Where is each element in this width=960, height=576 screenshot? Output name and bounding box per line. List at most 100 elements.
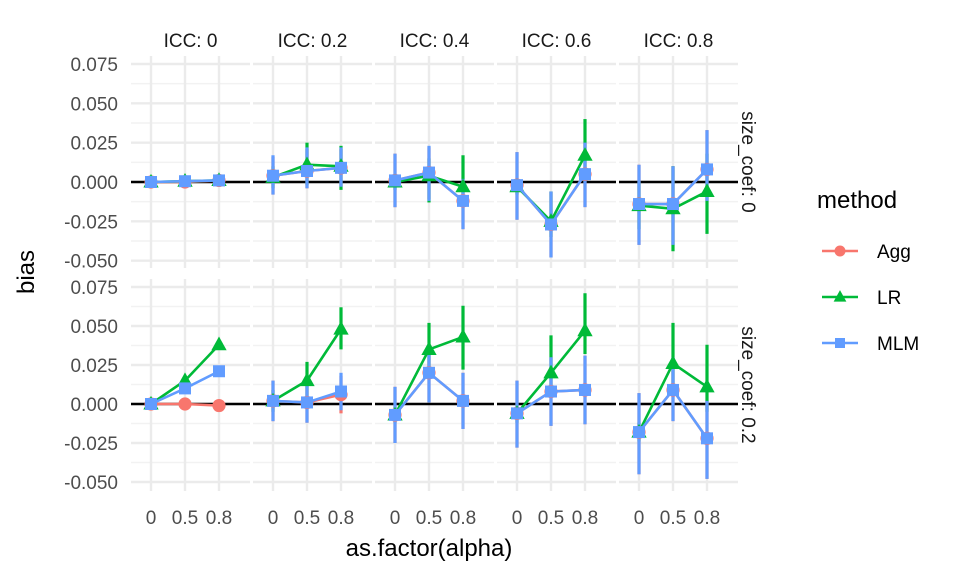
panel-0-1 [265, 142, 349, 195]
data-point-lr [543, 364, 559, 379]
y-tick-label: 0.050 [70, 317, 118, 338]
x-tick-label: 0 [390, 508, 401, 529]
data-point-agg [212, 398, 226, 413]
data-point-mlm [633, 426, 645, 439]
data-point-mlm [423, 166, 435, 179]
data-point-mlm [213, 365, 225, 378]
row-strip-label: size_coef: 0.2 [737, 326, 758, 443]
column-strip-label: ICC: 0.8 [644, 31, 714, 52]
legend: method Agg LR MLM [817, 187, 919, 355]
data-point-mlm [457, 194, 469, 207]
x-tick-label: 0.8 [572, 508, 598, 529]
column-strip-label: ICC: 0.4 [400, 31, 470, 52]
data-point-mlm [179, 382, 191, 395]
legend-title: method [817, 187, 897, 214]
legend-item-agg: Agg [822, 242, 911, 263]
x-axis-title: as.factor(alpha) [346, 535, 513, 562]
data-point-mlm [701, 163, 713, 176]
legend-key-marker [834, 245, 846, 257]
x-tick-label: 0 [146, 508, 157, 529]
y-tick-label: 0.075 [70, 55, 118, 76]
y-tick-label: 0.000 [70, 173, 118, 194]
data-point-mlm [335, 385, 347, 398]
gridlines [131, 56, 738, 491]
y-tick-label: -0.025 [64, 212, 118, 233]
data-point-mlm [145, 398, 157, 410]
data-point-mlm [267, 394, 279, 407]
x-tick-label: 0.5 [538, 508, 564, 529]
y-tick-label: 0.000 [70, 395, 118, 416]
panel-1-1 [265, 307, 349, 423]
y-axis-title: bias [13, 250, 40, 294]
data-point-lr [299, 372, 315, 387]
data-point-mlm [423, 366, 435, 379]
data-point-agg [178, 397, 192, 411]
legend-key-marker [833, 290, 847, 302]
data-point-mlm [335, 161, 347, 174]
panel-0-2 [387, 145, 471, 230]
panel-1-4 [631, 322, 715, 479]
x-tick-label: 0.5 [416, 508, 442, 529]
x-tick-label: 0.5 [660, 508, 686, 529]
x-tick-label: 0 [512, 508, 523, 529]
x-tick-label: 0.8 [206, 508, 232, 529]
data-point-mlm [301, 164, 313, 177]
y-tick-label: 0.075 [70, 278, 118, 299]
panel-0-3 [509, 119, 593, 258]
y-tick-label: -0.050 [64, 252, 118, 273]
data-point-lr [455, 328, 471, 343]
data-point-lr [665, 355, 681, 369]
data-point-mlm [667, 383, 679, 396]
column-strip-label: ICC: 0.2 [278, 31, 348, 52]
data-point-mlm [389, 408, 401, 421]
data-point-mlm [389, 174, 401, 187]
column-strip-label: ICC: 0 [164, 31, 218, 52]
facet-strips: ICC: 0 ICC: 0.2 ICC: 0.4 ICC: 0.6 ICC: 0.8 si… [164, 31, 758, 444]
data-point-lr [699, 183, 715, 197]
y-tick-label: -0.025 [64, 434, 118, 455]
panel-0-0 [143, 172, 227, 189]
panel-1-2 [387, 305, 471, 443]
data-point-mlm [145, 176, 157, 188]
data-point-lr [333, 320, 349, 335]
legend-label: MLM [877, 334, 919, 355]
x-tick-label: 0.8 [450, 508, 476, 529]
data-point-lr [211, 336, 227, 351]
axes: -0.050 -0.025 0.000 0.025 0.050 0.075 -0.050 -0… [64, 55, 720, 529]
data-point-mlm [213, 174, 225, 187]
y-tick-label: -0.050 [64, 473, 118, 494]
data-point-mlm [457, 394, 469, 407]
data-point-lr [455, 178, 471, 193]
data-point-mlm [579, 383, 591, 396]
y-tick-label: 0.050 [70, 94, 118, 115]
data-point-lr [699, 378, 715, 393]
data-point-mlm [579, 168, 591, 181]
panel-0-4 [631, 130, 715, 252]
panel-1-3 [509, 293, 593, 448]
column-strip-label: ICC: 0.6 [522, 31, 592, 52]
legend-label: Agg [877, 242, 911, 263]
data-point-mlm [545, 385, 557, 398]
row-strip-label: size_coef: 0 [737, 111, 758, 212]
data-point-mlm [301, 396, 313, 409]
panel-1-0 [143, 336, 227, 413]
data-point-mlm [179, 175, 191, 188]
x-tick-label: 0 [268, 508, 279, 529]
legend-item-mlm: MLM [822, 334, 919, 355]
y-tick-label: 0.025 [70, 356, 118, 377]
x-tick-label: 0.8 [328, 508, 354, 529]
x-tick-label: 0 [634, 508, 645, 529]
y-tick-label: 0.025 [70, 134, 118, 155]
x-tick-label: 0.5 [294, 508, 320, 529]
data-point-mlm [511, 179, 523, 192]
data-point-lr [421, 341, 437, 355]
x-tick-label: 0.5 [172, 508, 198, 529]
legend-label: LR [877, 288, 901, 309]
data-point-mlm [701, 432, 713, 445]
data-point-lr [577, 322, 593, 337]
data-series [143, 119, 715, 479]
x-tick-label: 0.8 [694, 508, 720, 529]
data-point-mlm [545, 218, 557, 231]
data-point-lr [577, 147, 593, 161]
